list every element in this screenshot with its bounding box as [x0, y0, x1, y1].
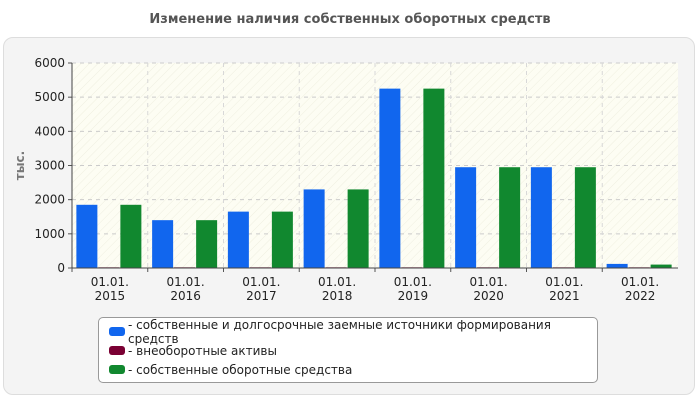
bar-3 — [120, 204, 142, 268]
bar-1 — [379, 88, 401, 268]
x-tick-label-year: 2017 — [246, 289, 277, 303]
bar-1 — [530, 167, 552, 268]
x-tick-label-date: 01.01. — [318, 275, 356, 289]
bar-3 — [574, 167, 596, 268]
x-tick-label-date: 01.01. — [91, 275, 129, 289]
bar-1 — [303, 189, 325, 268]
legend-swatch — [109, 346, 125, 355]
x-tick-label-year: 2022 — [625, 289, 656, 303]
x-tick-label-year: 2021 — [549, 289, 580, 303]
bar-1 — [227, 211, 249, 268]
x-tick-label-date: 01.01. — [242, 275, 280, 289]
x-tick-label-date: 01.01. — [621, 275, 659, 289]
legend-item: - собственные оборотные средства — [109, 360, 597, 379]
x-tick-label-date: 01.01. — [167, 275, 205, 289]
bar-1 — [76, 204, 98, 268]
bar-3 — [196, 220, 218, 268]
legend-swatch — [109, 365, 125, 374]
y-tick-label: 4000 — [34, 124, 65, 138]
bar-1 — [606, 263, 628, 268]
bar-3 — [423, 88, 445, 268]
bar-3 — [499, 167, 521, 268]
legend-label: - собственные и долгосрочные заемные ист… — [128, 317, 551, 346]
x-tick-label-year: 2018 — [322, 289, 353, 303]
x-tick-label-date: 01.01. — [394, 275, 432, 289]
y-tick-label: 5000 — [34, 90, 65, 104]
legend: - собственные и долгосрочные заемные ист… — [98, 317, 598, 383]
y-tick-label: 3000 — [34, 159, 65, 173]
legend-item: - внеоборотные активы — [109, 341, 597, 360]
legend-label: - внеоборотные активы — [128, 343, 277, 358]
bar-3 — [271, 211, 293, 268]
x-tick-label-year: 2016 — [170, 289, 201, 303]
bar-1 — [455, 167, 477, 268]
y-axis-label: тыс. — [13, 151, 27, 180]
legend-item: - собственные и долгосрочные заемные ист… — [109, 318, 597, 346]
chart-title: Изменение наличия собственных оборотных … — [149, 12, 551, 27]
y-tick-label: 6000 — [34, 56, 65, 70]
legend-swatch — [109, 327, 125, 336]
y-tick-label: 2000 — [34, 193, 65, 207]
bar-3 — [650, 264, 672, 268]
y-tick-label: 0 — [57, 261, 65, 275]
legend-label: - собственные оборотные средства — [128, 362, 353, 377]
x-tick-label-date: 01.01. — [545, 275, 583, 289]
x-tick-label-year: 2020 — [473, 289, 504, 303]
x-tick-label-year: 2019 — [398, 289, 429, 303]
y-tick-label: 1000 — [34, 227, 65, 241]
x-tick-label-year: 2015 — [95, 289, 126, 303]
bar-1 — [152, 220, 174, 268]
x-tick-label-date: 01.01. — [470, 275, 508, 289]
bar-3 — [347, 189, 369, 268]
